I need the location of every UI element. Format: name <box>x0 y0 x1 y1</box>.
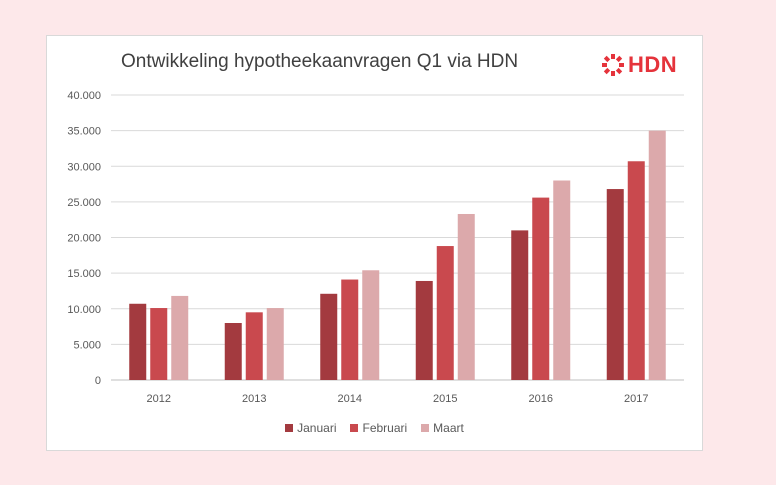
logo-text: HDN <box>628 52 678 77</box>
y-tick-label: 10.000 <box>67 304 101 316</box>
hdn-logo: HDN <box>601 52 678 77</box>
bar-februari-2016 <box>532 197 550 380</box>
legend-label: Januari <box>297 421 337 435</box>
bar-januari-2014 <box>320 293 338 380</box>
y-tick-label: 0 <box>95 375 101 387</box>
bar-maart-2012 <box>171 295 189 380</box>
x-tick-label: 2013 <box>242 393 266 405</box>
bar-februari-2014 <box>341 279 359 380</box>
legend-label: Februari <box>362 421 408 435</box>
bar-februari-2017 <box>627 161 645 380</box>
y-tick-label: 40.000 <box>67 90 101 102</box>
bar-maart-2017 <box>648 130 666 380</box>
x-tick-label: 2017 <box>624 393 648 405</box>
y-tick-label: 30.000 <box>67 161 101 173</box>
y-tick-label: 5.000 <box>73 339 101 351</box>
bar-maart-2016 <box>553 180 571 380</box>
bar-januari-2012 <box>129 303 147 380</box>
x-tick-label: 2014 <box>338 393 362 405</box>
y-tick-label: 20.000 <box>67 233 101 245</box>
y-tick-label: 25.000 <box>67 197 101 209</box>
bar-februari-2012 <box>150 308 168 380</box>
y-tick-label: 35.000 <box>67 126 101 138</box>
chart-title: Ontwikkeling hypotheekaanvragen Q1 via H… <box>121 51 519 72</box>
y-tick-label: 15.000 <box>67 268 101 280</box>
bar-maart-2014 <box>362 270 380 380</box>
legend-label: Maart <box>433 421 464 435</box>
bar-februari-2013 <box>245 312 263 380</box>
bar-januari-2015 <box>415 280 433 380</box>
legend-item-januari: Januari <box>285 421 336 435</box>
chart-card: Ontwikkeling hypotheekaanvragen Q1 via H… <box>46 35 703 451</box>
legend-swatch <box>421 424 430 432</box>
x-tick-label: 2016 <box>529 393 553 405</box>
hdn-snowflake-icon <box>602 54 624 76</box>
legend-item-februari: Februari <box>350 421 407 435</box>
bar-januari-2016 <box>511 230 529 380</box>
bar-februari-2015 <box>436 246 454 380</box>
legend-swatch <box>350 424 359 432</box>
bar-januari-2013 <box>224 323 242 380</box>
bar-januari-2017 <box>606 189 624 380</box>
legend-item-maart: Maart <box>421 421 464 435</box>
legend-swatch <box>285 424 294 432</box>
bar-maart-2013 <box>266 308 284 380</box>
bar-maart-2015 <box>457 213 475 380</box>
chart-legend: Januari Februari Maart <box>47 421 702 435</box>
bar-chart: 0 5.000 10.000 15.000 20.000 25.000 30.000 35.0… <box>67 90 684 405</box>
x-tick-label: 2015 <box>433 393 457 405</box>
x-tick-label: 2012 <box>147 393 171 405</box>
